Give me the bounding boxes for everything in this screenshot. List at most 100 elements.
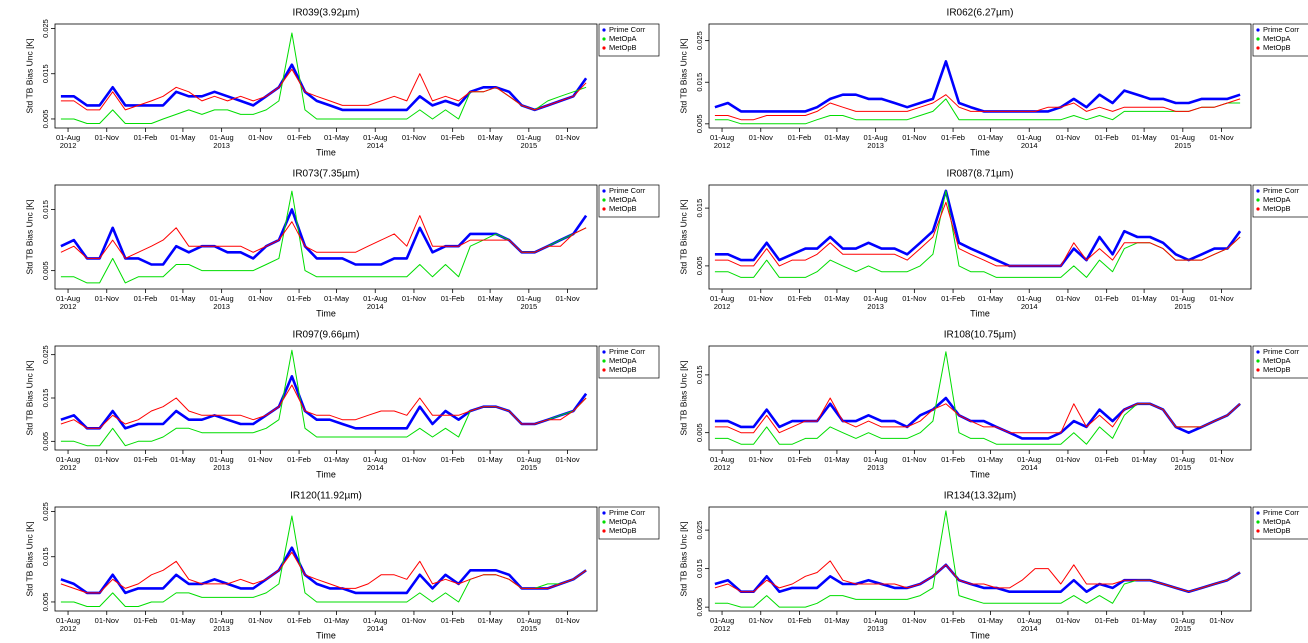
x-tick-label: 01-Nov <box>749 455 773 464</box>
x-tick-label: 01-May <box>170 294 195 303</box>
x-tick-label: 01-Feb <box>788 294 812 303</box>
x-tick-label: 01-May <box>478 616 503 625</box>
y-tick-label: 0.005 <box>41 261 50 280</box>
x-year-label: 2013 <box>867 141 884 150</box>
x-tick-label: 01-Nov <box>749 616 773 625</box>
y-axis-label: Std TB Bias Unc [K] <box>678 39 688 114</box>
x-tick-label: 01-Aug <box>864 455 888 464</box>
x-tick-label: 01-Aug <box>1017 455 1041 464</box>
x-tick-label: 01-May <box>1132 133 1157 142</box>
x-tick-label: 01-Nov <box>95 455 119 464</box>
x-year-label: 2014 <box>1021 302 1038 311</box>
series-line <box>714 396 1241 440</box>
x-tick-label: 01-Aug <box>1171 455 1195 464</box>
x-tick-label: 01-Feb <box>941 616 965 625</box>
x-year-label: 2012 <box>714 463 731 472</box>
legend-label: MetOpB <box>1263 526 1291 535</box>
plot-frame <box>708 506 1252 612</box>
chart-title: IR120(11.92µm) <box>290 491 362 502</box>
x-tick-label: 01-Aug <box>210 616 234 625</box>
legend-swatch <box>1256 368 1260 372</box>
y-tick-label: 0.025 <box>41 502 50 521</box>
plot-frame <box>708 184 1252 290</box>
plot-frame <box>54 184 598 290</box>
x-tick-label: 01-Feb <box>134 616 158 625</box>
series-line <box>714 98 1241 125</box>
x-year-label: 2012 <box>60 141 77 150</box>
x-tick-label: 01-Nov <box>555 455 579 464</box>
y-tick-label: 0.025 <box>41 345 50 364</box>
legend-swatch <box>1256 529 1260 533</box>
x-year-label: 2013 <box>213 463 230 472</box>
y-tick-label: 0.025 <box>41 19 50 38</box>
plot-frame <box>54 345 598 451</box>
plot-frame <box>54 23 598 129</box>
legend-swatch <box>1256 207 1260 211</box>
x-year-label: 2015 <box>1174 463 1191 472</box>
x-tick-label: 01-Aug <box>56 133 80 142</box>
x-tick-label: 01-Nov <box>1209 616 1233 625</box>
legend-label: Prime Corr <box>609 508 646 517</box>
x-tick-label: 01-Aug <box>517 294 541 303</box>
x-tick-label: 01-May <box>1132 294 1157 303</box>
x-tick-label: 01-Nov <box>402 133 426 142</box>
y-tick-label: 0.005 <box>41 432 50 451</box>
panel: IR097(9.66µm) 0.005 0.015 0.025 Std TB Bias … <box>24 330 660 479</box>
x-year-label: 2012 <box>60 463 77 472</box>
panel: IR039(3.92µm) 0.005 0.015 0.025 Std TB Bias … <box>24 8 660 157</box>
legend-label: MetOpA <box>1263 34 1291 43</box>
x-tick-label: 01-Aug <box>864 294 888 303</box>
x-tick-label: 01-Aug <box>864 616 888 625</box>
y-tick-label: 0.005 <box>695 114 704 133</box>
x-tick-label: 01-Nov <box>1209 455 1233 464</box>
x-tick-label: 01-May <box>324 616 349 625</box>
x-tick-label: 01-Feb <box>941 133 965 142</box>
x-tick-label: 01-Aug <box>56 294 80 303</box>
x-tick-label: 01-Nov <box>902 133 926 142</box>
x-tick-label: 01-May <box>170 133 195 142</box>
series-line <box>60 190 587 284</box>
x-year-label: 2015 <box>520 463 537 472</box>
x-tick-label: 01-Aug <box>363 616 387 625</box>
series-line <box>60 68 587 111</box>
legend-label: MetOpB <box>1263 43 1291 52</box>
y-tick-label: 0.015 <box>695 559 704 578</box>
legend-swatch <box>1256 350 1260 354</box>
x-tick-label: 01-Nov <box>1056 616 1080 625</box>
x-tick-label: 01-May <box>478 133 503 142</box>
x-tick-label: 01-Aug <box>1017 133 1041 142</box>
x-tick-label: 01-Nov <box>402 616 426 625</box>
x-year-label: 2012 <box>60 624 77 633</box>
legend-label: MetOpA <box>609 356 637 365</box>
x-tick-label: 01-Feb <box>287 133 311 142</box>
x-tick-label: 01-Feb <box>1095 133 1119 142</box>
x-axis-label: Time <box>970 147 990 157</box>
y-tick-label: 0.025 <box>695 521 704 540</box>
legend-swatch <box>1256 520 1260 524</box>
x-tick-label: 01-Nov <box>95 294 119 303</box>
x-year-label: 2013 <box>867 463 884 472</box>
legend-swatch <box>602 46 606 50</box>
series-line <box>714 510 1241 608</box>
x-tick-label: 01-Aug <box>517 616 541 625</box>
legend-label: MetOpA <box>609 195 637 204</box>
x-tick-label: 01-Aug <box>210 455 234 464</box>
x-tick-label: 01-Nov <box>902 455 926 464</box>
series-line <box>714 201 1241 267</box>
y-tick-label: 0.005 <box>41 110 50 129</box>
series-line <box>714 190 1241 278</box>
y-axis-label: Std TB Bias Unc [K] <box>24 200 34 275</box>
x-year-label: 2014 <box>367 141 384 150</box>
legend-swatch <box>1256 359 1260 363</box>
x-year-label: 2013 <box>213 624 230 633</box>
y-axis-label: Std TB Bias Unc [K] <box>678 361 688 436</box>
x-tick-label: 01-Nov <box>555 616 579 625</box>
x-tick-label: 01-Aug <box>363 455 387 464</box>
legend-label: MetOpB <box>609 365 637 374</box>
x-tick-label: 01-Nov <box>1209 294 1233 303</box>
x-year-label: 2012 <box>714 141 731 150</box>
y-tick-label: 0.015 <box>41 200 50 219</box>
legend-swatch <box>602 350 606 354</box>
x-tick-label: 01-Nov <box>1056 133 1080 142</box>
legend-label: MetOpA <box>1263 517 1291 526</box>
